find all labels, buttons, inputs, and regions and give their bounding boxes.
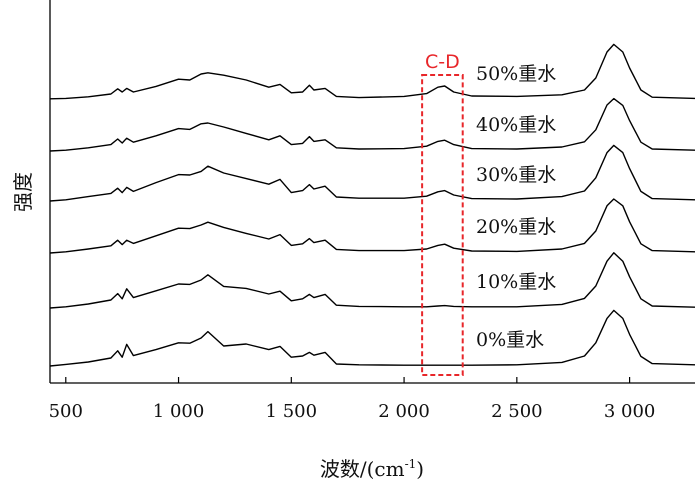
series-label-3: 20%重水 xyxy=(476,216,556,238)
c-d-label: C-D xyxy=(425,51,460,73)
x-tick-label-2000: 2 000 xyxy=(378,401,430,422)
series-line-3 xyxy=(49,198,696,254)
x-tick-label-1000: 1 000 xyxy=(153,401,205,422)
axes xyxy=(49,0,695,384)
x-tick-label-1500: 1 500 xyxy=(266,401,318,422)
c-d-annotation: C-D xyxy=(421,51,464,376)
series-labels: 50%重水 40%重水 30%重水 20%重水 10%重水 0%重水 xyxy=(476,63,556,351)
x-tick-label-2500: 2 500 xyxy=(491,401,543,422)
series-label-1: 40%重水 xyxy=(476,114,556,136)
series-line-2 xyxy=(49,144,696,202)
series-line-1 xyxy=(49,97,696,152)
x-axis-title: 波数/(cm-1) xyxy=(320,457,424,481)
series-line-5 xyxy=(49,309,696,367)
x-tick-label-3000: 3 000 xyxy=(604,401,656,422)
x-ticks: 500 1 000 1 500 2 000 2 500 3 000 xyxy=(49,377,656,422)
series-label-4: 10%重水 xyxy=(476,271,556,293)
c-d-dashed-box xyxy=(421,74,464,376)
x-axis-title-text: 波数/(cm xyxy=(320,457,405,481)
y-axis-title: 强度 xyxy=(11,172,35,212)
series-label-0: 50%重水 xyxy=(476,63,556,85)
series-label-5: 0%重水 xyxy=(476,329,544,351)
series-line-4 xyxy=(49,252,696,309)
x-axis-title-sup: -1 xyxy=(405,457,417,471)
x-axis-title-close: ) xyxy=(416,457,424,481)
spectra-series xyxy=(49,43,696,367)
series-line-0 xyxy=(49,43,696,100)
x-tick-label-500: 500 xyxy=(49,401,83,422)
series-label-2: 30%重水 xyxy=(476,164,556,186)
